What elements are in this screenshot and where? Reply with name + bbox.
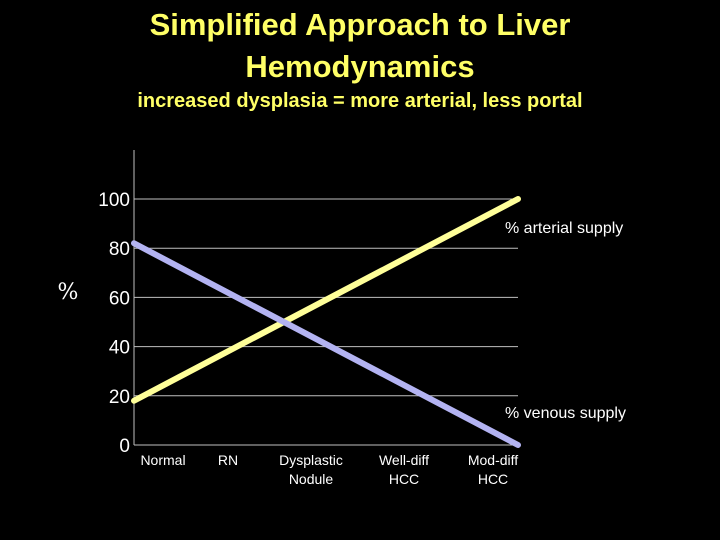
venous-supply-line (131, 240, 521, 448)
slide-title: Simplified Approach to Liver Hemodynamic… (149, 7, 571, 84)
category-labels: Normal RN Dysplastic Nodule Well-diff HCC Mod-… (140, 452, 518, 487)
y-tick-label-100: 100 (98, 190, 130, 211)
venous-supply-label: % venous supply (505, 405, 626, 422)
category-label-1: RN (218, 452, 238, 468)
category-label-0: Normal (140, 452, 185, 468)
y-tick-label-60: 60 (109, 288, 130, 309)
y-tick-label-20: 20 (109, 387, 130, 408)
y-axis-label: % (58, 280, 79, 305)
arterial-supply-line (131, 196, 521, 404)
series-lines (131, 196, 521, 448)
y-tick-labels: 0 20 40 60 80 100 (98, 190, 130, 457)
axes (133, 150, 518, 446)
series-labels: % arterial supply % venous supply (505, 220, 626, 422)
slide-subtitle: increased dysplasia = more arterial, les… (137, 90, 583, 112)
y-tick-label-40: 40 (109, 338, 130, 359)
y-tick-label-0: 0 (119, 436, 130, 457)
y-tick-label-80: 80 (109, 239, 130, 260)
arterial-supply-label: % arterial supply (505, 220, 623, 237)
category-label-3: Well-diff HCC (379, 452, 429, 487)
category-label-4: Mod-diff HCC (468, 452, 518, 487)
category-label-2: Dysplastic Nodule (279, 452, 343, 487)
